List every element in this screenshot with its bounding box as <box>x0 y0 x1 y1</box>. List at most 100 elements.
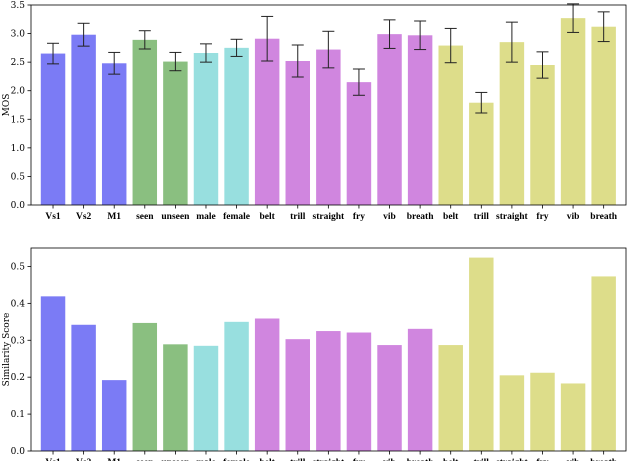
mos-error-bar-3 <box>138 30 151 50</box>
mos-error-bar-14 <box>475 91 488 114</box>
similarity-xtick-label-11: vib <box>383 458 396 461</box>
mos-y-axis-title: MOS <box>2 94 12 117</box>
similarity-xtick-label-16: fry <box>536 458 548 461</box>
mos-error-bar-12 <box>414 20 427 51</box>
similarity-ytick-label-5: 0.5 <box>11 262 26 272</box>
similarity-bar-13 <box>438 345 463 451</box>
mos-xtick-label-11: vib <box>383 212 396 222</box>
mos-bar-12 <box>407 35 433 205</box>
mos-ytick-label-2: 1.0 <box>11 144 26 154</box>
similarity-bar-7 <box>254 318 280 451</box>
similarity-xtick-label-14: trill <box>474 458 490 461</box>
mos-bar-3 <box>132 39 158 205</box>
mos-bar-8 <box>285 61 310 205</box>
mos-xtick-label-14: trill <box>474 212 490 222</box>
mos-bar-18 <box>591 26 616 206</box>
similarity-xtick-label-15: straight <box>496 458 529 461</box>
similarity-xtick-label-12: breath <box>407 458 434 461</box>
mos-xtick-label-18: breath <box>590 212 617 222</box>
mos-xtick-label-3: seen <box>136 212 154 222</box>
mos-xtick-label-15: straight <box>496 212 529 222</box>
mos-error-bar-15 <box>505 21 518 63</box>
similarity-bar-0 <box>40 296 66 451</box>
mos-xtick-label-0: Vs1 <box>45 212 61 222</box>
mos-xtick-label-4: unseen <box>161 212 190 222</box>
mos-error-bar-11 <box>383 19 396 49</box>
mos-error-bar-7 <box>261 15 274 62</box>
similarity-bar-10 <box>346 332 372 451</box>
mos-ytick-label-7: 3.5 <box>11 1 26 11</box>
mos-ytick-label-3: 1.5 <box>11 115 26 125</box>
similarity-xtick-label-2: M1 <box>107 458 121 461</box>
mos-xtick-label-10: fry <box>353 212 365 222</box>
mos-ytick-label-6: 3.0 <box>11 30 26 40</box>
mos-bar-16 <box>530 65 555 205</box>
similarity-bar-14 <box>469 257 494 451</box>
mos-error-bar-6 <box>230 38 243 57</box>
similarity-xtick-label-5: male <box>196 458 216 461</box>
mos-xtick-label-12: breath <box>407 212 434 222</box>
mos-bar-15 <box>499 42 525 205</box>
similarity-chart: Similarity Score 0.0 0.1 0.2 0.3 0.4 0.5 Vs1 Vs… <box>2 247 627 461</box>
similarity-xtick-label-6: female <box>223 458 250 461</box>
mos-bar-11 <box>377 34 402 205</box>
similarity-ytick-label-4: 0.4 <box>11 299 26 309</box>
similarity-xtick-label-17: vib <box>567 458 580 461</box>
mos-bar-17 <box>560 18 586 205</box>
similarity-xtick-label-10: fry <box>353 458 365 461</box>
similarity-bar-15 <box>499 375 525 451</box>
similarity-bar-17 <box>560 383 586 451</box>
mos-xtick-label-7: belt <box>260 212 276 222</box>
similarity-ytick-label-1: 0.1 <box>11 410 25 420</box>
similarity-y-axis-title: Similarity Score <box>2 313 12 387</box>
mos-bar-1 <box>71 34 96 206</box>
similarity-bar-18 <box>591 276 616 451</box>
mos-error-bar-18 <box>597 11 610 43</box>
similarity-bar-16 <box>530 372 555 451</box>
mos-bar-2 <box>101 63 127 205</box>
similarity-bar-8 <box>285 339 310 451</box>
mos-xtick-label-9: straight <box>313 212 346 222</box>
mos-xtick-label-1: Vs2 <box>76 212 92 222</box>
similarity-xtick-label-0: Vs1 <box>45 458 61 461</box>
mos-xtick-label-6: female <box>223 212 250 222</box>
similarity-ytick-label-0: 0.0 <box>11 447 26 457</box>
mos-bar-14 <box>469 102 494 205</box>
mos-error-bar-9 <box>322 30 335 69</box>
mos-error-bar-13 <box>444 27 457 64</box>
mos-bar-13 <box>438 45 463 205</box>
mos-error-bar-1 <box>77 22 90 47</box>
mos-xtick-label-13: belt <box>443 212 459 222</box>
mos-xtick-label-17: vib <box>567 212 580 222</box>
mos-xtick-label-5: male <box>196 212 216 222</box>
mos-bar-7 <box>254 38 280 206</box>
similarity-bar-1 <box>71 324 96 451</box>
similarity-xtick-label-4: unseen <box>161 458 190 461</box>
similarity-bar-5 <box>193 345 219 451</box>
mos-error-bar-5 <box>199 43 212 63</box>
similarity-ytick-label-2: 0.2 <box>11 373 25 383</box>
mos-ytick-label-4: 2.0 <box>11 87 26 97</box>
mos-bar-10 <box>346 82 372 205</box>
mos-error-bar-17 <box>567 3 580 33</box>
similarity-ytick-label-3: 0.3 <box>11 336 26 346</box>
similarity-bar-12 <box>407 328 433 451</box>
mos-bar-6 <box>224 47 249 205</box>
mos-error-bar-4 <box>169 51 182 72</box>
mos-xtick-label-8: trill <box>290 212 306 222</box>
similarity-bar-3 <box>132 322 158 451</box>
similarity-xtick-label-8: trill <box>290 458 306 461</box>
similarity-bar-4 <box>163 344 188 451</box>
similarity-bar-6 <box>224 321 249 451</box>
mos-ytick-label-5: 2.5 <box>11 58 26 68</box>
mos-error-bar-2 <box>108 51 121 75</box>
similarity-bar-9 <box>316 331 341 451</box>
mos-error-bar-8 <box>291 44 304 78</box>
similarity-xtick-label-13: belt <box>443 458 459 461</box>
mos-ytick-label-0: 0.0 <box>11 201 26 211</box>
mos-bar-5 <box>193 53 219 205</box>
mos-chart: MOS 0.0 0.5 1.0 1.5 2.0 2.5 3.0 3.5 Vs1 Vs2 M1 seen… <box>2 1 627 222</box>
mos-error-bar-0 <box>47 42 60 65</box>
